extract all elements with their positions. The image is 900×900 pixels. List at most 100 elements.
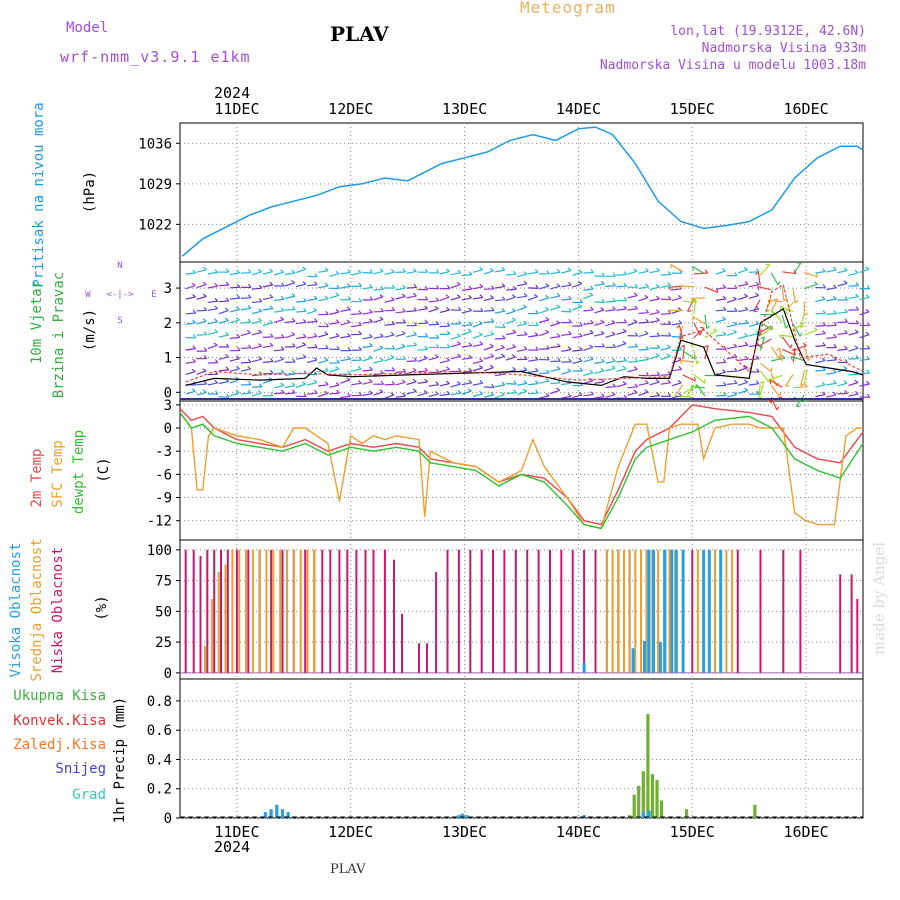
wind-barb — [240, 332, 251, 337]
wind-barb — [472, 393, 483, 397]
wind-barb-feather — [214, 305, 219, 310]
wind-barb-feather — [203, 380, 208, 385]
wind-barb-feather — [468, 294, 472, 299]
y-tick-label: 1029 — [138, 177, 172, 193]
wind-barb-feather — [402, 392, 406, 397]
wind-barb — [505, 310, 516, 315]
wind-barb-feather — [544, 307, 549, 311]
wind-barb — [748, 284, 760, 288]
wind-barb — [758, 338, 772, 347]
year-top: 2024 — [214, 84, 251, 102]
wind-barb-feather — [600, 367, 605, 372]
wind-barb-feather — [822, 309, 826, 314]
wind-barb — [815, 298, 826, 303]
wind-barb-feather — [821, 391, 826, 396]
wind-barb-feather — [446, 306, 450, 311]
wind-barb — [516, 323, 527, 327]
wind-barb — [770, 372, 778, 387]
wind-barb — [273, 319, 284, 323]
wind-barb-feather — [358, 391, 362, 396]
wind-barb-feather — [203, 354, 208, 359]
wind-barb — [296, 356, 307, 360]
wind-barb — [737, 295, 748, 301]
wind-barb-feather — [645, 309, 650, 314]
wind-barb-feather — [225, 297, 230, 302]
wind-barb-feather — [214, 318, 218, 322]
wind-barb — [826, 382, 837, 386]
temp-line — [179, 412, 863, 530]
wind-barb-feather — [324, 357, 329, 361]
wind-barb — [273, 271, 284, 276]
wind-barb-feather — [291, 269, 296, 274]
wind-barb-feather — [677, 294, 682, 299]
wind-barb — [837, 382, 848, 387]
wind-barb-feather — [424, 378, 429, 383]
wind-barb-feather — [456, 281, 461, 286]
wind-barb-feather — [246, 329, 251, 334]
wind-barb-feather — [423, 355, 428, 359]
wind-barb — [296, 321, 307, 325]
wind-barb-feather — [523, 331, 528, 336]
wind-barb — [516, 306, 527, 312]
wind-barb-feather — [202, 318, 207, 322]
wind-barb — [428, 356, 439, 361]
wind-barb-feather — [743, 266, 748, 271]
wind-barb-feather — [556, 320, 561, 324]
wind-barb — [439, 309, 450, 314]
wind-barb-feather — [248, 381, 252, 386]
wind-barb-feather — [844, 296, 848, 301]
wind-barb — [682, 374, 696, 382]
wind-barb — [779, 306, 794, 313]
y-tick-label: 3 — [164, 398, 172, 414]
wind-barb-feather — [865, 294, 870, 298]
cloud-bar — [338, 549, 341, 673]
wind-barb-feather — [457, 269, 462, 274]
wind-barb-feather — [269, 342, 274, 347]
wind-barb-feather — [457, 341, 461, 345]
wind-barb-feather — [434, 305, 439, 310]
wind-barb-feather — [291, 389, 296, 394]
wind-barb-feather — [523, 366, 528, 371]
wind-barb — [318, 298, 329, 302]
wind-barb-feather — [269, 319, 273, 324]
wind-barb — [362, 271, 373, 274]
wind-barb-feather — [803, 369, 808, 373]
wind-barb-feather — [478, 332, 483, 336]
wind-barb — [616, 308, 627, 311]
wind-barb-feather — [467, 328, 472, 332]
wind-barb — [218, 381, 229, 384]
wind-barb-feather — [865, 331, 870, 336]
wind-barb — [274, 298, 285, 302]
wind-barb-feather — [513, 380, 517, 385]
wind-barb-feather — [755, 320, 760, 325]
wind-barb-feather — [468, 354, 473, 359]
cloud-bar — [657, 549, 660, 673]
wind-barb — [550, 389, 560, 395]
cloud-bar — [184, 549, 187, 673]
wind-barb-feather — [722, 284, 727, 289]
wind-barb — [605, 367, 616, 372]
wind-barb — [274, 349, 285, 352]
wind-barb-feather — [479, 266, 483, 271]
wind-barb-feather — [435, 368, 440, 373]
wind-barb — [461, 288, 472, 291]
wind-barb-feather — [291, 293, 296, 297]
wind-barb-feather — [645, 346, 650, 350]
wind-barb-feather — [456, 294, 461, 298]
wind-barb-feather — [568, 358, 572, 363]
wind-barb-feather — [667, 282, 672, 286]
wind-barb — [472, 322, 483, 328]
cloud-bar — [782, 549, 785, 673]
wind-barb — [329, 294, 340, 299]
wind-barb-feather — [511, 294, 516, 298]
wind-barb-feather — [314, 273, 318, 278]
wind-barb — [749, 344, 760, 347]
wind-barb-feather — [335, 381, 340, 386]
wind-barb-feather — [790, 344, 793, 349]
wind-barb — [307, 320, 318, 323]
wind-barb-feather — [844, 329, 848, 334]
cloud-bar — [231, 549, 234, 673]
wind-barb-feather — [479, 294, 484, 298]
wind-barb-feather — [225, 331, 230, 336]
